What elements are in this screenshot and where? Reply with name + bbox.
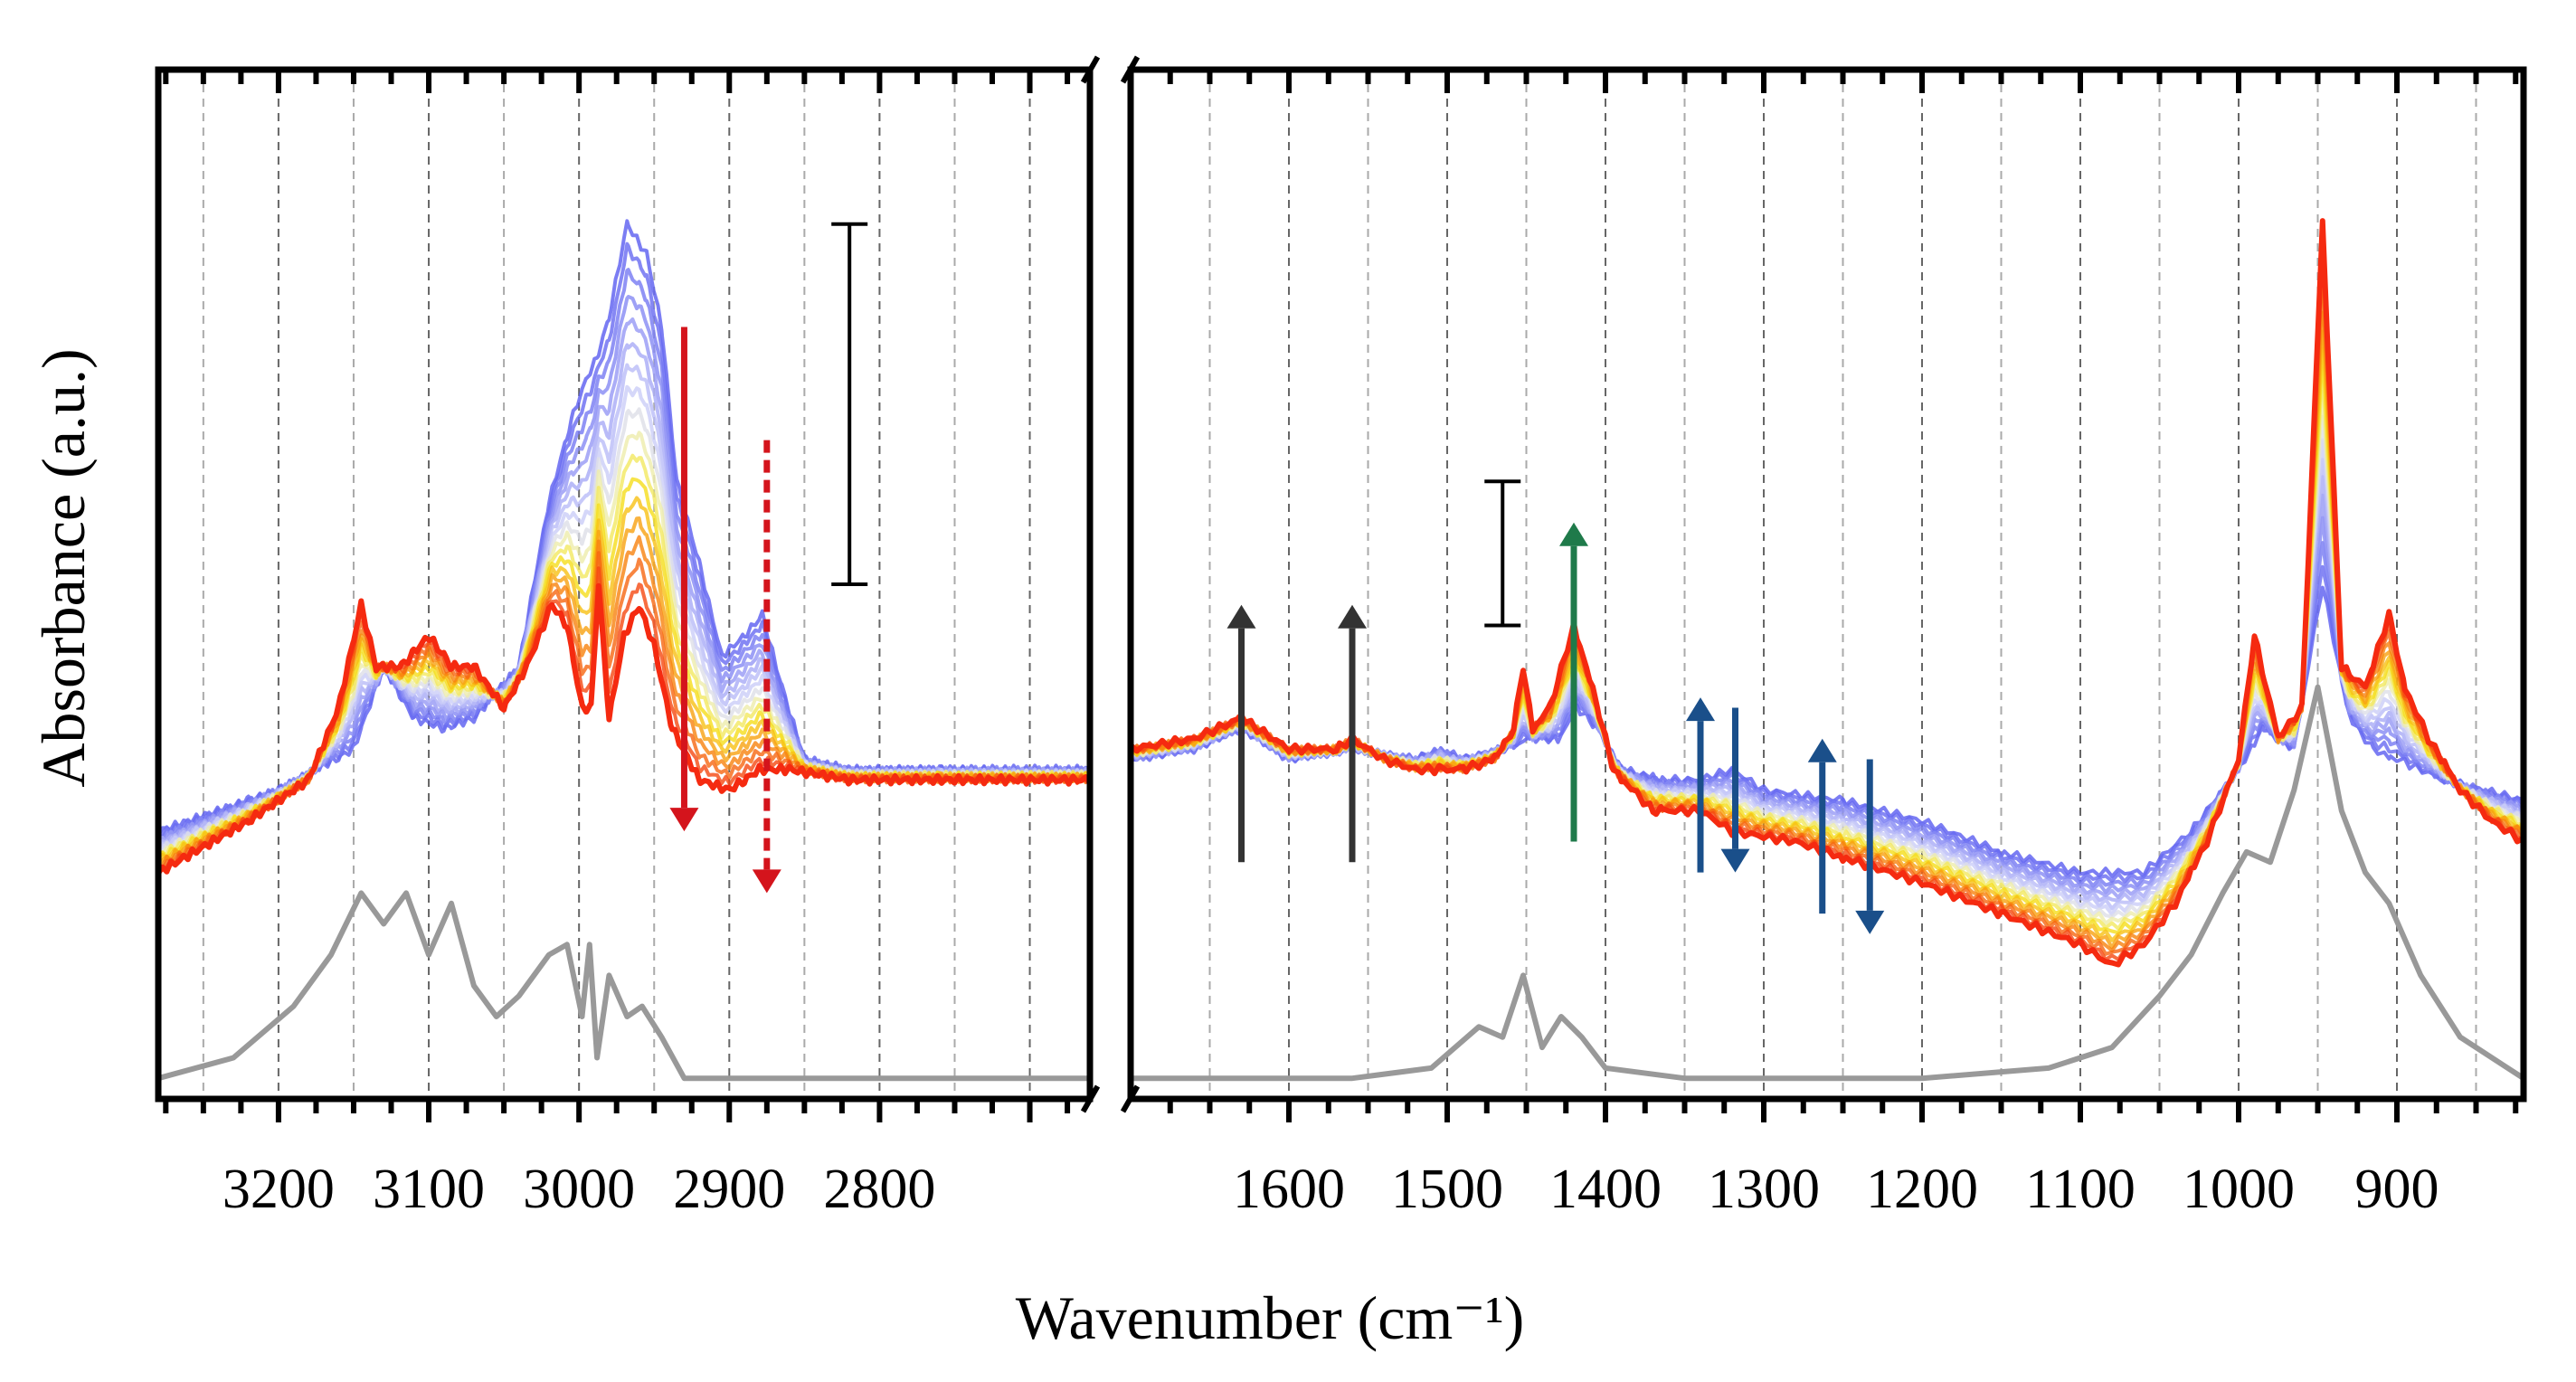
series-layer	[156, 218, 2525, 1082]
x-tick-label: 1200	[1866, 1159, 1978, 1220]
x-tick-label: 1400	[1549, 1159, 1662, 1220]
plot-frame	[1127, 66, 2527, 1103]
axis-break-gap	[1094, 1086, 1127, 1112]
plot-frame	[155, 66, 1094, 1103]
axis-break-mark	[1120, 1084, 1141, 1113]
spectrum-line	[157, 566, 1091, 871]
spectrum-line	[1128, 218, 2525, 968]
x-tick-label: 2800	[823, 1159, 935, 1220]
labels-layer: Wavenumber (cm⁻¹) Absorbance (a.u.) 3200…	[29, 348, 2439, 1352]
arrow-down-icon	[1855, 910, 1885, 934]
x-axis-title: Wavenumber (cm⁻¹)	[1016, 1283, 1524, 1352]
x-tick-label: 1000	[2183, 1159, 2295, 1220]
arrow-up-icon	[1807, 738, 1837, 762]
axis-break-gap	[1094, 57, 1127, 82]
x-tick-label: 1100	[2025, 1159, 2136, 1220]
axis-break-mark	[1080, 55, 1101, 84]
axis-break-mark	[1120, 55, 1141, 84]
arrow-down-icon	[669, 808, 699, 832]
x-tick-label: 3200	[223, 1159, 335, 1220]
x-tick-label: 1500	[1391, 1159, 1503, 1220]
x-tick-label: 1300	[1708, 1159, 1820, 1220]
reference-spectrum-line	[157, 890, 1090, 1082]
axis-break-mark	[1080, 1084, 1101, 1113]
arrow-down-icon	[1720, 848, 1750, 873]
x-tick-label: 3000	[523, 1159, 635, 1220]
x-tick-label: 900	[2355, 1159, 2439, 1220]
x-tick-label: 2900	[673, 1159, 785, 1220]
axes-layer	[155, 55, 2527, 1122]
x-tick-label: 3100	[373, 1159, 485, 1220]
reference-spectrum-line	[1131, 684, 2525, 1082]
arrow-down-icon	[752, 869, 781, 894]
arrow-up-icon	[1226, 604, 1256, 629]
spectrum-line	[156, 551, 1092, 871]
annotation-layer	[669, 222, 1885, 934]
arrow-up-icon	[1686, 697, 1715, 722]
arrow-up-icon	[1338, 604, 1367, 629]
y-axis-title: Absorbance (a.u.)	[29, 348, 98, 787]
spectrum-line	[156, 582, 1093, 876]
x-tick-label: 1600	[1233, 1159, 1345, 1220]
arrow-up-icon	[1559, 522, 1588, 546]
